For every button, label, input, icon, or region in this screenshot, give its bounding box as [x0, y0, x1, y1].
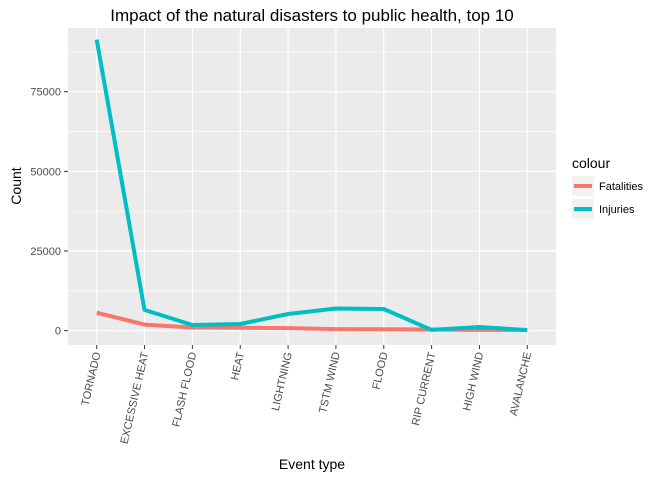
y-tick-label: 25000 — [30, 246, 61, 258]
x-tick-label: EXCESSIVE HEAT — [119, 351, 152, 446]
x-axis-label: Event type — [279, 456, 345, 472]
plot-panel — [68, 28, 556, 345]
x-tick-label: FLASH FLOOD — [170, 351, 199, 428]
x-tick-label: AVALANCHE — [508, 351, 534, 417]
legend-title: colour — [572, 155, 610, 171]
grid-major — [68, 28, 556, 345]
grid-minor — [68, 51, 556, 292]
x-tick-label: RIP CURRENT — [410, 351, 439, 427]
x-tick-label: TSTM WIND — [317, 351, 343, 414]
y-tick-label: 75000 — [30, 87, 61, 99]
y-axis-label: Count — [8, 167, 24, 204]
y-tick-label: 50000 — [30, 166, 61, 178]
x-tick-label: HIGH WIND — [461, 351, 486, 412]
legend-label: Injuries — [599, 204, 635, 216]
y-tick-label: 0 — [55, 326, 61, 338]
series-line-injuries — [94, 39, 528, 333]
series-lines — [94, 39, 528, 333]
x-tick-label: LIGHTNING — [270, 351, 295, 412]
x-tick-label: TORNADO — [80, 351, 104, 408]
x-tick-label: FLOOD — [370, 351, 390, 391]
x-tick-label: HEAT — [229, 351, 247, 382]
x-axis: TORNADO EXCESSIVE HEAT FLASH FLOOD HEAT LIGH… — [80, 345, 534, 446]
chart-title: Impact of the natural disasters to publi… — [110, 6, 514, 25]
legend-label: Fatalities — [599, 181, 644, 193]
y-axis: 0 25000 50000 75000 — [30, 87, 68, 338]
legend: colour Fatalities Injuries — [572, 155, 644, 219]
